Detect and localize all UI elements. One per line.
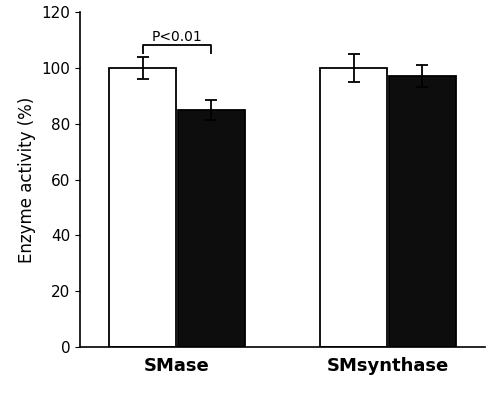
Bar [109,68,176,347]
Bar [389,76,456,347]
Bar [178,110,244,347]
Y-axis label: Enzyme activity (%): Enzyme activity (%) [18,97,36,263]
Bar [320,68,388,347]
Text: P<0.01: P<0.01 [152,30,202,44]
